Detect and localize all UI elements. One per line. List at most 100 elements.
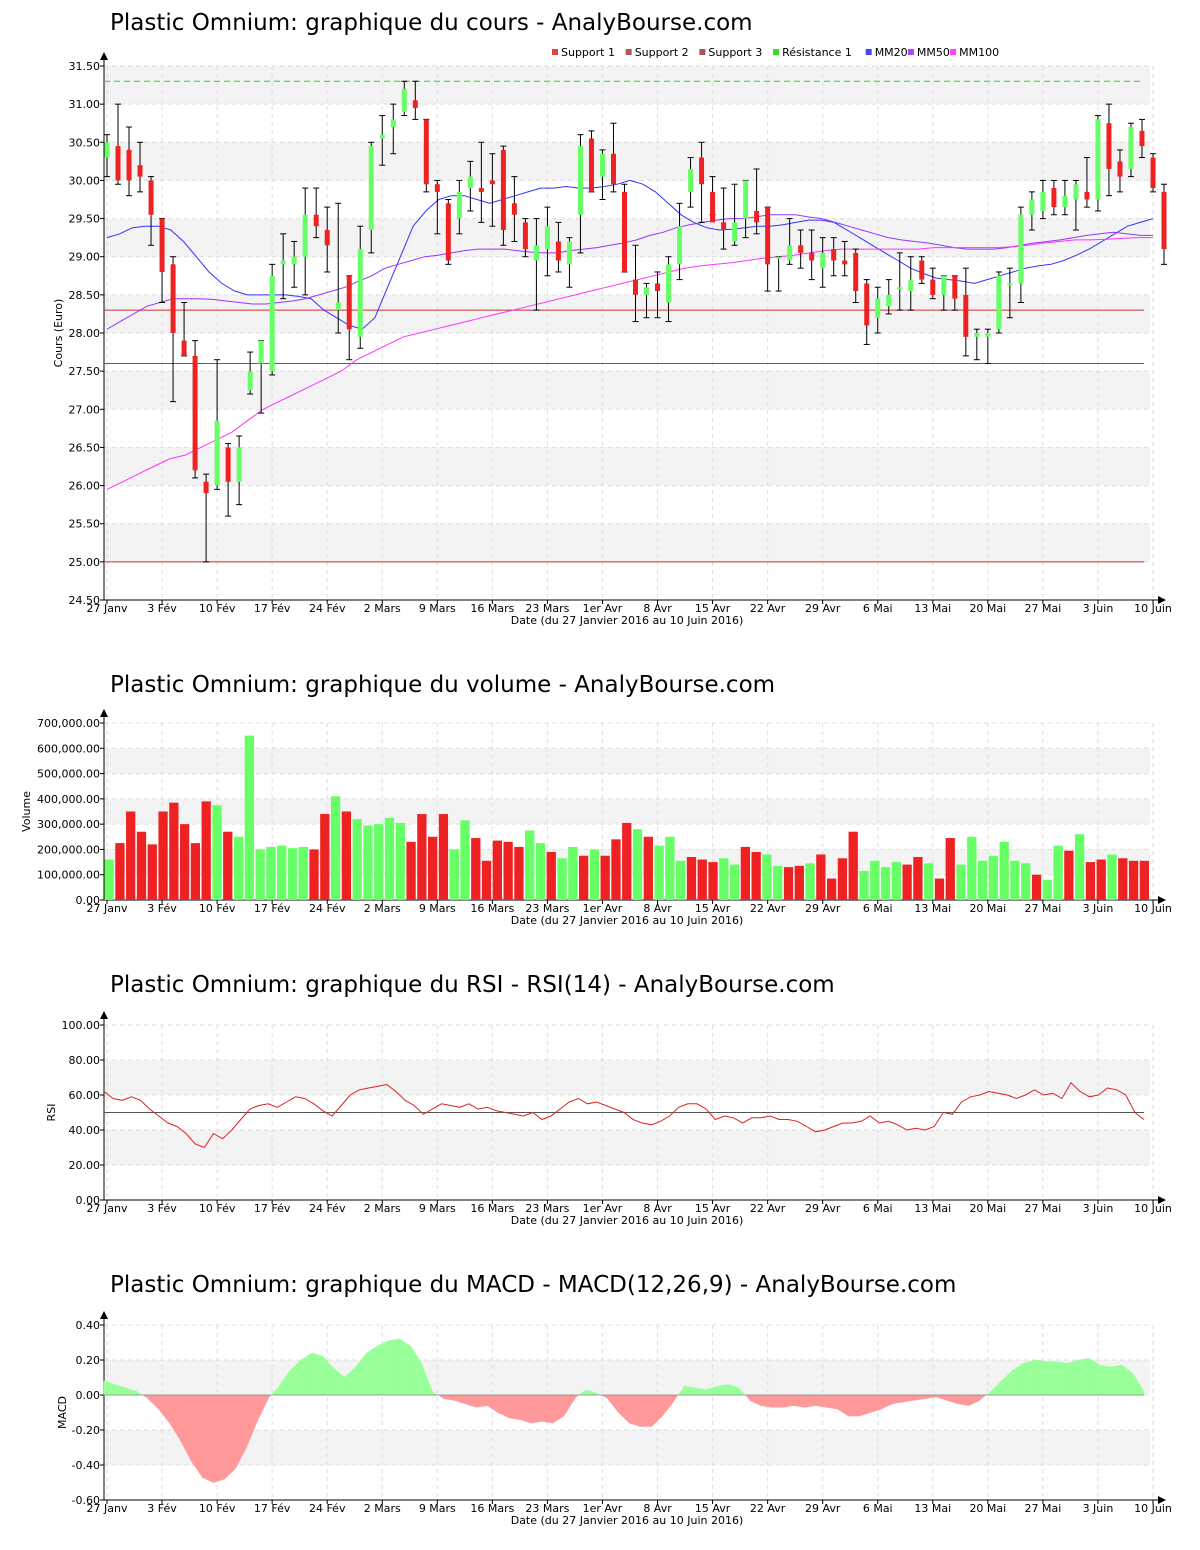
volume-bar [643,836,653,900]
candle-body [666,264,672,303]
candle-body [809,252,815,261]
candle-body [170,264,176,333]
candle-body [710,191,716,223]
volume-bar [902,864,912,900]
y-tick-label: 31.50 [69,60,101,73]
candle-body [1040,191,1046,211]
x-tick-label: 16 Mars [470,1502,514,1515]
macd-chart: -0.60 -0.40 -0.20 0.00 0.20 0.40 27 Janv 3 Fév 1… [56,1311,1172,1527]
x-tick-label: 27 Janv [87,1502,128,1515]
y-tick-label: 25.50 [69,518,101,531]
y-axis-label: MACD [56,1396,69,1429]
candle-body [324,230,330,246]
volume-bar [406,841,416,900]
x-tick-label: 15 Avr [695,902,731,915]
candle-body [919,260,925,280]
macd-area-negative [158,1394,170,1424]
y-tick-label: 700,000.00 [37,717,100,730]
volume-bar [277,845,287,900]
macd-area-positive [1099,1364,1112,1396]
macd-area-negative [859,1394,871,1417]
volume-bar [632,829,643,900]
candle-body [941,275,947,295]
candle-body [445,203,451,261]
volume-bar [773,865,783,900]
x-tick-label: 27 Janv [87,602,128,615]
volume-bar [179,824,190,900]
volume-bar [1021,863,1031,900]
y-axis-arrow [100,1011,108,1019]
candle-body [346,275,352,330]
grid-band [104,798,1150,825]
grid-band [104,523,1150,562]
x-tick-label: 23 Mars [525,602,569,615]
volume-bar [805,863,815,900]
macd-area-negative [574,1395,580,1399]
y-tick-label: 0.00 [76,1194,101,1207]
volume-bar [913,857,923,900]
macd-area-positive [683,1385,696,1396]
volume-bar [697,859,707,900]
macd-area-negative [256,1394,269,1422]
macd-area-positive [271,1386,280,1395]
macd-area-negative [600,1395,608,1399]
volume-bar [525,830,535,900]
macd-area-negative [902,1394,915,1403]
volume-bar [363,825,373,900]
macd-area-negative [651,1394,663,1428]
candle-body [489,180,495,185]
volume-bar [1118,858,1128,900]
volume-bar [438,814,449,900]
mm20-line [106,179,1154,330]
candle-body [765,207,771,265]
volume-bar [417,814,427,900]
rsi-chart-title: Plastic Omnium: graphique du RSI - RSI(1… [110,972,835,998]
x-tick-label: 10 Fév [199,602,236,615]
y-axis-arrow [100,1311,108,1319]
x-tick-label: 15 Avr [695,1202,731,1215]
volume-bar [514,846,524,900]
candle-body [853,252,859,292]
candle-body [456,191,462,219]
volume-bar [341,811,352,900]
x-tick-label: 3 Fév [147,1502,177,1515]
candle-body [181,340,187,356]
x-tick-label: 22 Avr [750,1202,786,1215]
volume-bar [751,851,761,900]
macd-area-negative [815,1394,827,1408]
x-tick-label: 24 Fév [309,902,346,915]
volume-bar [395,822,405,900]
volume-bar [977,860,988,900]
candle-body [401,88,407,112]
x-tick-label: 2 Mars [364,602,401,615]
y-tick-label: 25.00 [69,556,101,569]
volume-bar [298,846,308,900]
grid-band [104,294,1150,333]
volume-bar [1096,859,1106,900]
x-tick-label: 22 Avr [750,902,786,915]
candle-body [1161,191,1167,250]
y-tick-label: 500,000.00 [37,768,100,781]
candle-body [577,146,583,215]
x-tick-label: 3 Fév [147,902,177,915]
candle-body [743,180,749,219]
x-tick-label: 29 Avr [805,602,841,615]
volume-bar [115,843,125,900]
volume-bar [1075,834,1085,900]
y-tick-label: 60.00 [69,1089,101,1102]
x-axis-label: Date (du 27 Janvier 2016 au 10 Juin 2016… [511,1214,744,1227]
legend-label: Résistance 1 [782,46,852,59]
y-tick-label: 0.40 [76,1319,101,1332]
candle-body [500,149,506,231]
x-tick-label: 8 Avr [643,602,672,615]
candle-body [930,279,936,295]
x-tick-label: 6 Mai [863,602,893,615]
volume-bar [665,836,675,900]
x-tick-label: 15 Avr [695,602,731,615]
candle-body [985,333,991,337]
candle-body [379,134,385,139]
macd-area-negative [508,1394,521,1420]
candle-body [721,222,727,231]
candle-body [434,184,440,192]
macd-area-negative [552,1394,565,1424]
